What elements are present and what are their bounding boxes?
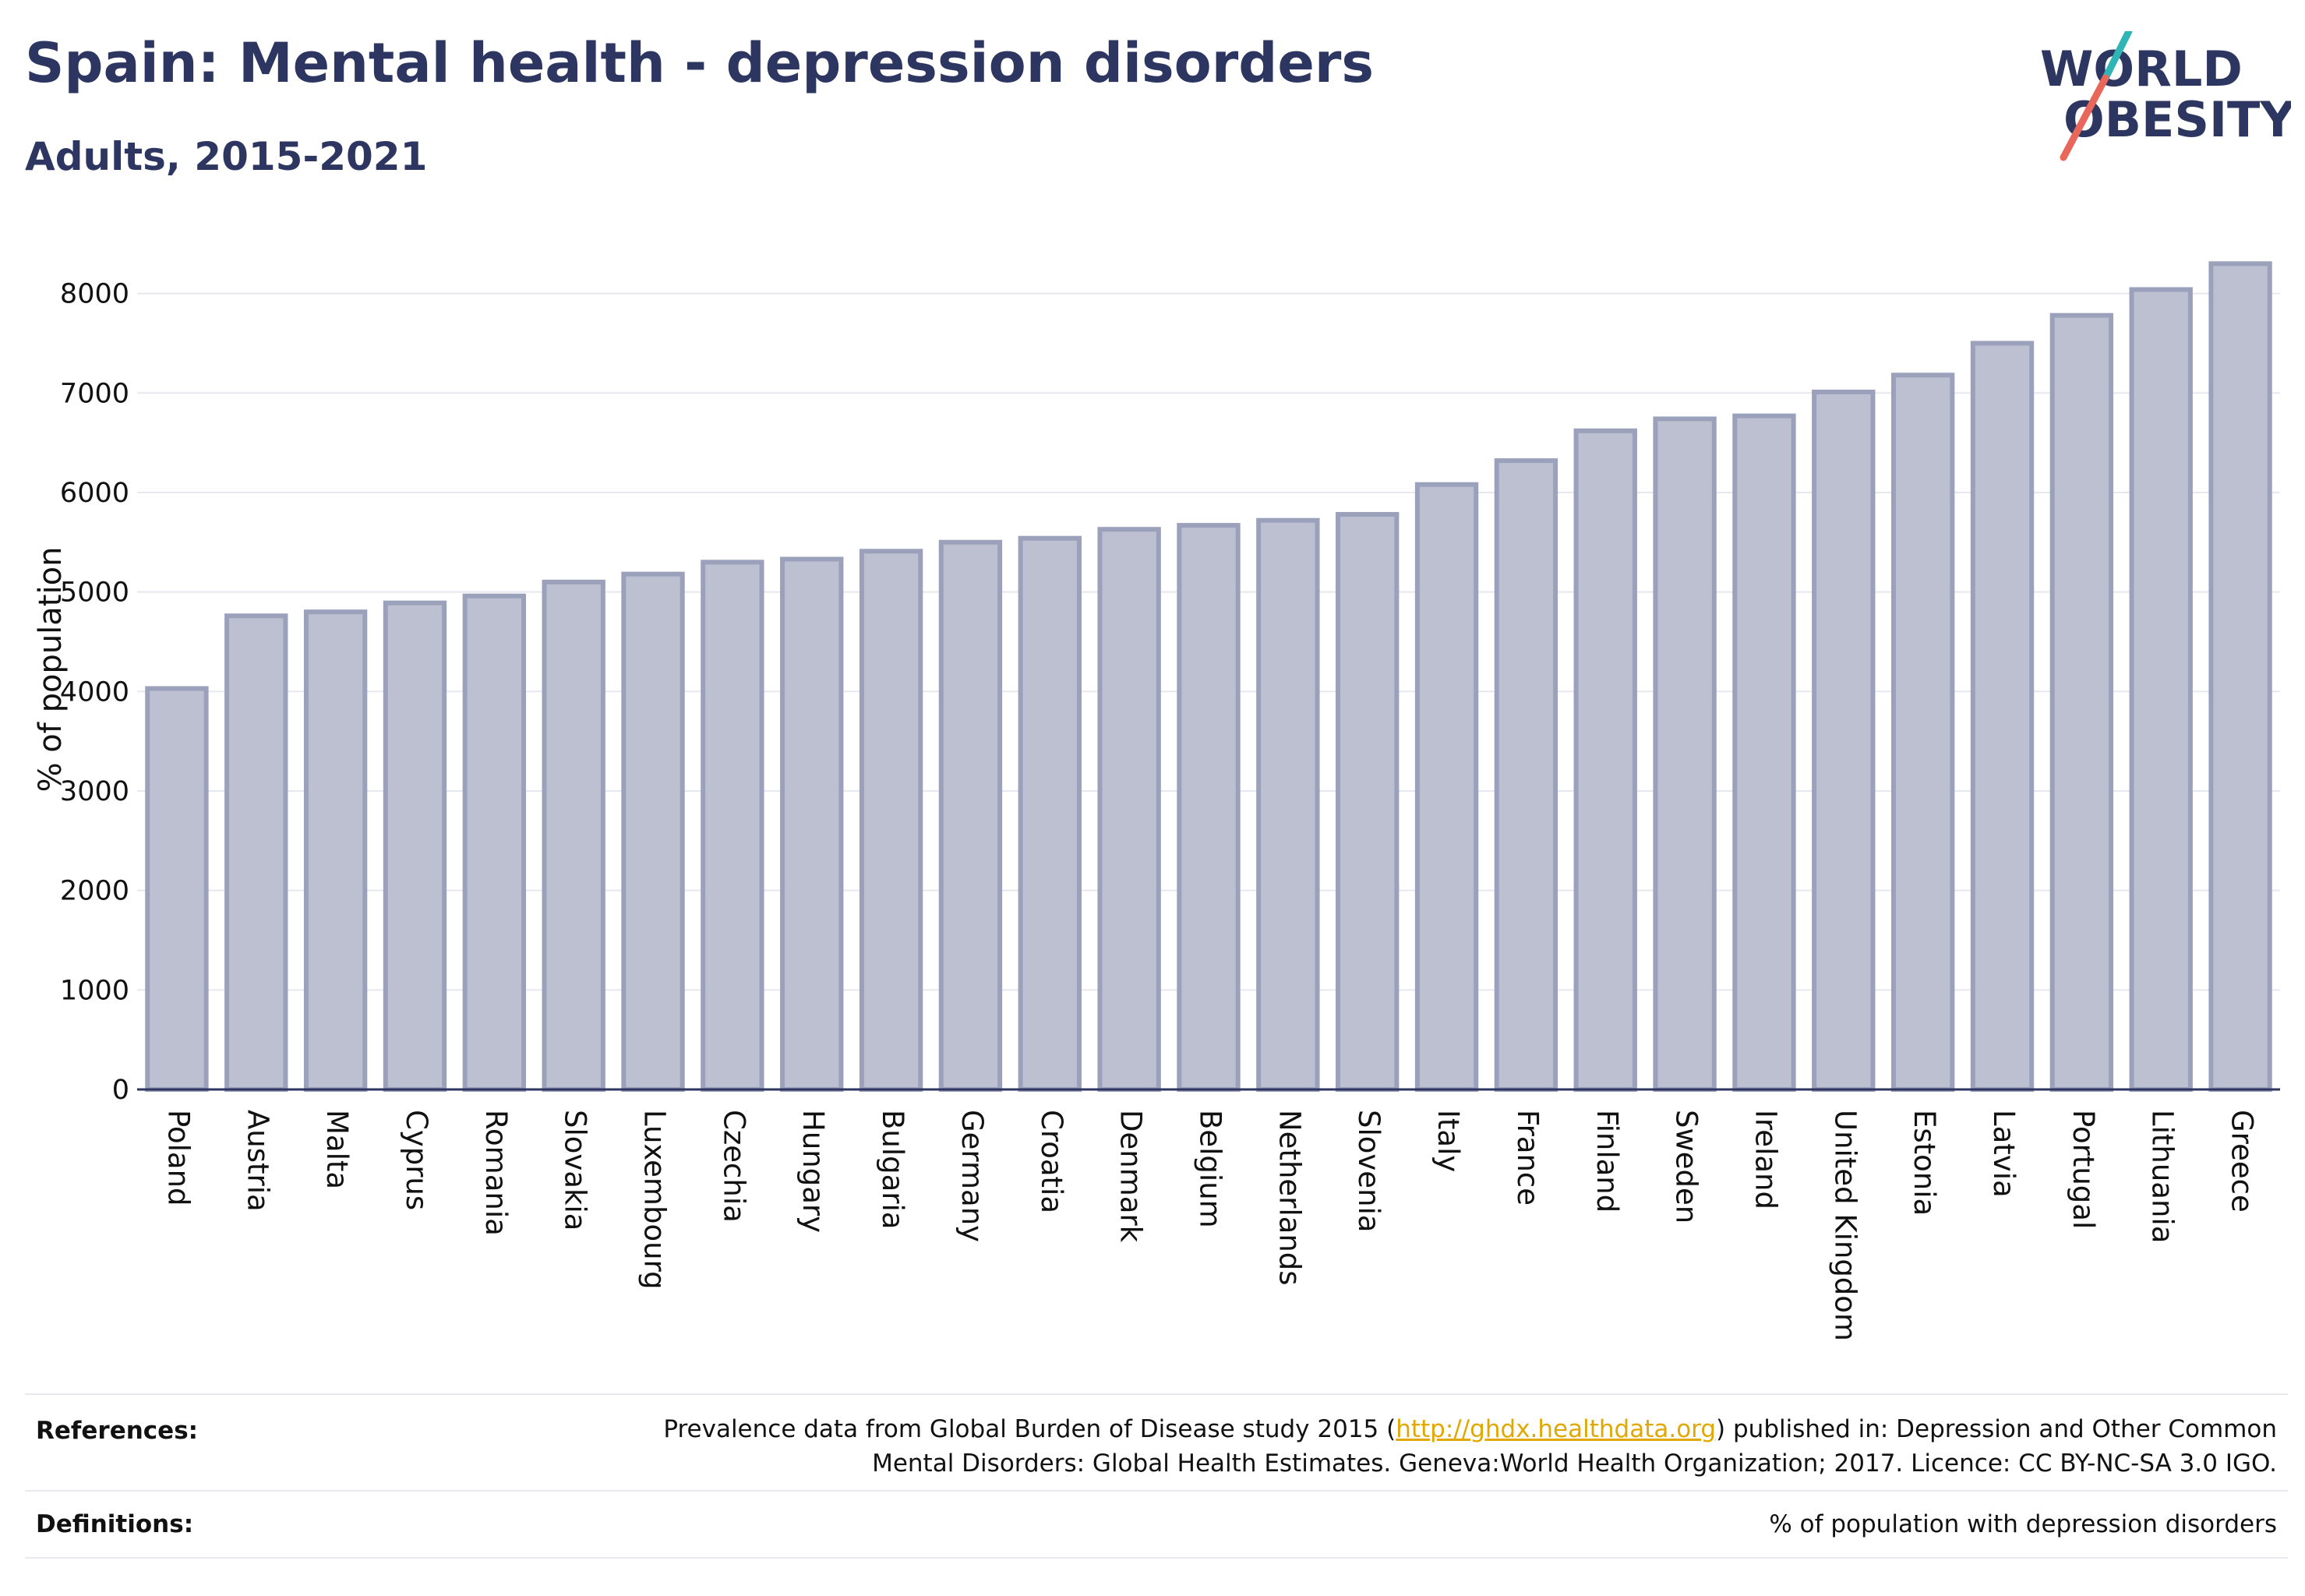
chart-subtitle: Adults, 2015-2021 xyxy=(25,134,428,179)
bar xyxy=(383,600,447,1092)
x-tick-label: Bulgaria xyxy=(876,1110,909,1229)
bar xyxy=(1573,428,1637,1092)
x-tick-label: Romania xyxy=(479,1110,513,1236)
x-tick-label: Finland xyxy=(1590,1110,1624,1213)
x-tick-label: Denmark xyxy=(1114,1110,1148,1243)
x-tick-label: Germany xyxy=(955,1110,989,1242)
logo-text-obesity: OBESITY xyxy=(2063,91,2291,148)
logo-text-world: WORLD xyxy=(2040,41,2243,97)
bar xyxy=(1812,390,1876,1092)
x-tick-label: Slovakia xyxy=(559,1110,592,1231)
bar xyxy=(2129,287,2193,1092)
y-tick-label: 3000 xyxy=(60,776,129,807)
x-tick-label: Austria xyxy=(241,1110,274,1212)
x-tick-label: Sweden xyxy=(1670,1110,1703,1223)
y-tick-label: 6000 xyxy=(60,478,129,509)
bar xyxy=(780,556,844,1092)
x-tick-label: Poland xyxy=(161,1110,195,1206)
definitions-row: Definitions: % of population with depres… xyxy=(25,1490,2288,1559)
x-tick-label: Netherlands xyxy=(1273,1110,1306,1286)
x-tick-label: Malta xyxy=(320,1110,354,1189)
y-tick-label: 7000 xyxy=(60,378,129,409)
bar xyxy=(1414,482,1479,1092)
references-line1-post: ) published in: Depression and Other Com… xyxy=(1716,1415,2277,1443)
x-tick-label: Latvia xyxy=(1987,1110,2021,1198)
x-tick-label: Belgium xyxy=(1194,1110,1227,1228)
bar xyxy=(1890,373,1955,1092)
logo-slash-bottom xyxy=(2060,74,2109,161)
x-tick-label: United Kingdom xyxy=(1828,1110,1862,1341)
x-tick-label: Portugal xyxy=(2067,1110,2100,1229)
bar xyxy=(462,593,527,1092)
bar xyxy=(701,560,764,1092)
references-text: Prevalence data from Global Burden of Di… xyxy=(663,1412,2277,1481)
bar xyxy=(1018,535,1082,1092)
bar xyxy=(2208,261,2272,1092)
x-tick-label: Croatia xyxy=(1035,1110,1068,1213)
y-axis-label: % of population xyxy=(33,547,69,793)
y-tick-label: 1000 xyxy=(60,975,129,1006)
bar xyxy=(1653,416,1717,1092)
bar-chart: 0 1000 2000 3000 4000 5000 6000 7000 8000 % of po… xyxy=(33,261,2280,1341)
x-tick-label: Lithuania xyxy=(2146,1110,2180,1243)
logo-slash-top xyxy=(2102,31,2133,82)
bar xyxy=(621,571,685,1092)
bar xyxy=(859,549,923,1092)
bar xyxy=(1256,517,1320,1092)
x-tick-label: Czechia xyxy=(717,1110,750,1223)
x-tick-label: France xyxy=(1511,1110,1544,1206)
bar xyxy=(145,686,209,1092)
x-tick-label: Luxembourg xyxy=(638,1110,672,1290)
references-row: References: Prevalence data from Global … xyxy=(25,1393,2288,1492)
x-tick-label: Estonia xyxy=(1908,1110,1941,1216)
references-link[interactable]: http://ghdx.healthdata.org xyxy=(1396,1415,1717,1443)
y-tick-label: 4000 xyxy=(60,676,129,708)
x-tick-label: Hungary xyxy=(796,1110,830,1233)
y-tick-label: 0 xyxy=(112,1075,129,1106)
bar xyxy=(303,609,368,1092)
footer: References: Prevalence data from Global … xyxy=(25,1393,2288,1565)
x-tick-label: Greece xyxy=(2226,1110,2259,1213)
bar xyxy=(1177,523,1241,1092)
y-tick-label: 8000 xyxy=(60,279,129,310)
bar xyxy=(1336,512,1400,1092)
x-tick-label: Slovenia xyxy=(1352,1110,1385,1232)
references-label: References: xyxy=(36,1417,199,1445)
definitions-text: % of population with depression disorder… xyxy=(1769,1510,2277,1538)
bar xyxy=(224,613,288,1092)
bar xyxy=(2049,312,2114,1093)
chart-title: Spain: Mental health - depression disord… xyxy=(25,31,1375,95)
world-obesity-logo: WORLD OBESITY xyxy=(2040,31,2291,161)
bar xyxy=(542,579,605,1092)
x-tick-label: Cyprus xyxy=(400,1110,433,1210)
references-line2: Mental Disorders: Global Health Estimate… xyxy=(872,1449,2277,1478)
bar xyxy=(1097,527,1161,1092)
x-tick-label: Ireland xyxy=(1749,1110,1782,1209)
x-tick-label: Italy xyxy=(1431,1110,1465,1172)
references-line1-pre: Prevalence data from Global Burden of Di… xyxy=(663,1415,1396,1443)
y-tick-label: 5000 xyxy=(60,577,129,609)
definitions-label: Definitions: xyxy=(36,1510,194,1538)
y-tick-label: 2000 xyxy=(60,876,129,907)
bar xyxy=(1494,458,1558,1092)
bar xyxy=(1732,413,1796,1092)
bar xyxy=(938,539,1003,1092)
bar xyxy=(1970,341,2035,1093)
